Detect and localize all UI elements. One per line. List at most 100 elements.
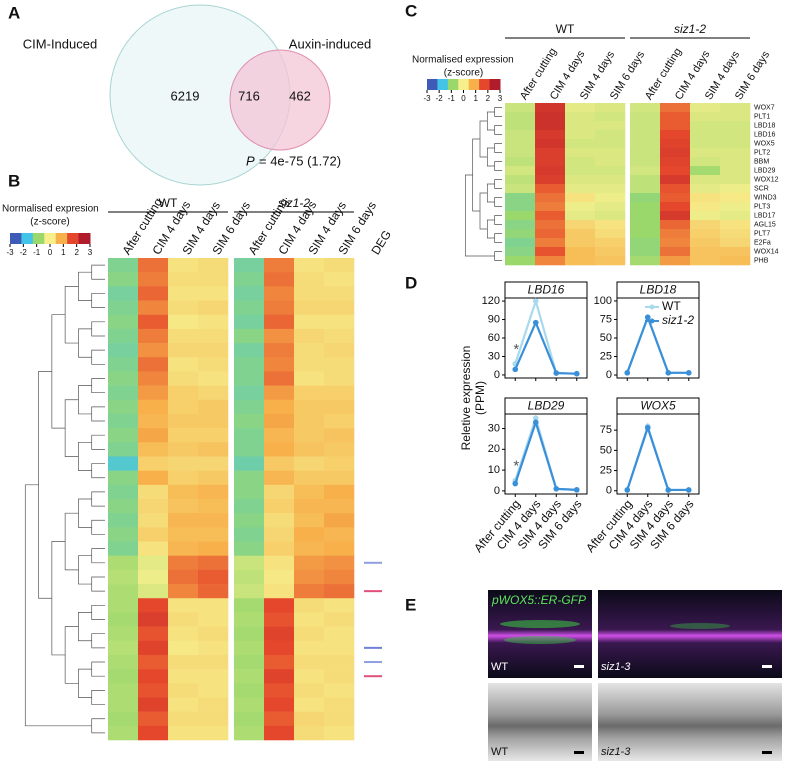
heatmap-cell (535, 247, 566, 257)
heatmap-cell (294, 612, 325, 627)
p-symbol: P (246, 153, 255, 168)
heatmap-cell (108, 499, 139, 514)
panel-label: D (405, 273, 417, 292)
heatmap-cell (198, 470, 229, 486)
heatmap-cell (264, 258, 295, 273)
point (573, 370, 580, 377)
venn-label: Auxin-induced (289, 36, 371, 51)
heatmap-cell (234, 413, 265, 429)
heatmap-cell (505, 112, 536, 122)
dendrogram (91, 406, 105, 422)
heatmap-cell (234, 258, 265, 273)
heatmap-cell (168, 328, 199, 344)
heatmap-cell (324, 442, 355, 457)
heatmap-cell (595, 211, 626, 221)
heatmap-cell (324, 428, 355, 443)
heatmap-cell (234, 456, 265, 471)
heatmap-cell (264, 484, 295, 500)
gene-label: LBD17 (754, 212, 776, 219)
heatmap-cell (234, 286, 265, 301)
heatmap-cell (505, 211, 536, 221)
legend-tick-label: -1 (33, 248, 41, 257)
scale-bar (762, 665, 772, 668)
heatmap-cell (168, 513, 199, 528)
heatmap-cell (565, 211, 596, 221)
colorbar (32, 233, 45, 244)
heatmap-cell (505, 130, 536, 140)
heatmap-cell (234, 300, 265, 316)
heatmap-cell (138, 413, 169, 429)
heatmap-cell (720, 247, 751, 257)
heatmap-cell (690, 220, 721, 230)
heatmap-cell (198, 669, 229, 684)
heatmap-cell (264, 300, 295, 316)
heatmap-cell (234, 385, 265, 401)
heatmap-cell (234, 711, 265, 727)
dendrogram (64, 512, 79, 571)
heatmap-cell (595, 139, 626, 149)
heatmap-cell (565, 229, 596, 239)
heatmap-cell (294, 399, 325, 415)
dendrogram (486, 111, 495, 131)
heatmap-cell (108, 640, 139, 656)
point (665, 370, 672, 376)
heatmap-cell (690, 121, 721, 131)
dendrogram (78, 441, 92, 471)
heatmap-cell (108, 428, 139, 443)
heatmap-cell (108, 314, 139, 330)
heatmap-cell (234, 314, 265, 330)
heatmap-cell (108, 654, 139, 670)
heatmap-cell (720, 229, 751, 239)
heatmap-cell (505, 166, 536, 176)
legend-tick-label: 3 (498, 94, 503, 103)
heatmap-cell (324, 470, 355, 486)
heatmap-cell (168, 484, 199, 500)
line (626, 314, 689, 374)
heatmap-cell (264, 272, 295, 287)
heatmap-cell (264, 413, 295, 429)
heatmap-cell (294, 711, 325, 727)
heatmap-cell (198, 584, 229, 599)
heatmap-cell (138, 343, 169, 358)
heatmap-cell (234, 513, 265, 528)
gene-label: WOX14 (754, 248, 779, 255)
gene-label: PLT7 (754, 230, 770, 237)
dendrogram (494, 215, 502, 225)
heatmap-cell (138, 484, 169, 500)
heatmap-cell (294, 640, 325, 656)
heatmap-cell (198, 413, 229, 429)
venn-right (229, 49, 331, 151)
heatmap-cell (108, 569, 139, 585)
heatmap-cell (294, 669, 325, 684)
heatmap-cell (264, 683, 295, 698)
colorbar (458, 79, 470, 90)
heatmap-cell (720, 157, 751, 167)
colorbar (67, 233, 80, 244)
panel-title: LBD18 (640, 283, 677, 297)
heatmap-cell (505, 220, 536, 230)
heatmap-cell (324, 272, 355, 287)
heatmap-cell (324, 612, 355, 627)
heatmap-cell (108, 286, 139, 301)
heatmap-cell (138, 584, 169, 599)
heatmap-cell (535, 148, 566, 158)
dendrogram (479, 120, 488, 158)
heatmap-cell (168, 697, 199, 712)
heatmap-cell (720, 139, 751, 149)
heatmap-cell (505, 193, 536, 203)
heatmap-cell (535, 112, 566, 122)
panel-label: E (405, 595, 416, 614)
heatmap-cell (264, 513, 295, 528)
heatmap-cell (294, 683, 325, 698)
heatmap-cell (294, 456, 325, 471)
heatmap-cell (294, 343, 325, 358)
heatmap-cell (168, 711, 199, 727)
heatmap-cell (690, 229, 721, 239)
legend-tick-label: 2 (74, 248, 79, 257)
heatmap-cell (198, 314, 229, 330)
heatmap-cell (505, 175, 536, 185)
heatmap-cell (294, 584, 325, 599)
dendrogram (78, 612, 92, 642)
y-tick-label: 50 (600, 332, 612, 344)
heatmap-cell (565, 157, 596, 167)
